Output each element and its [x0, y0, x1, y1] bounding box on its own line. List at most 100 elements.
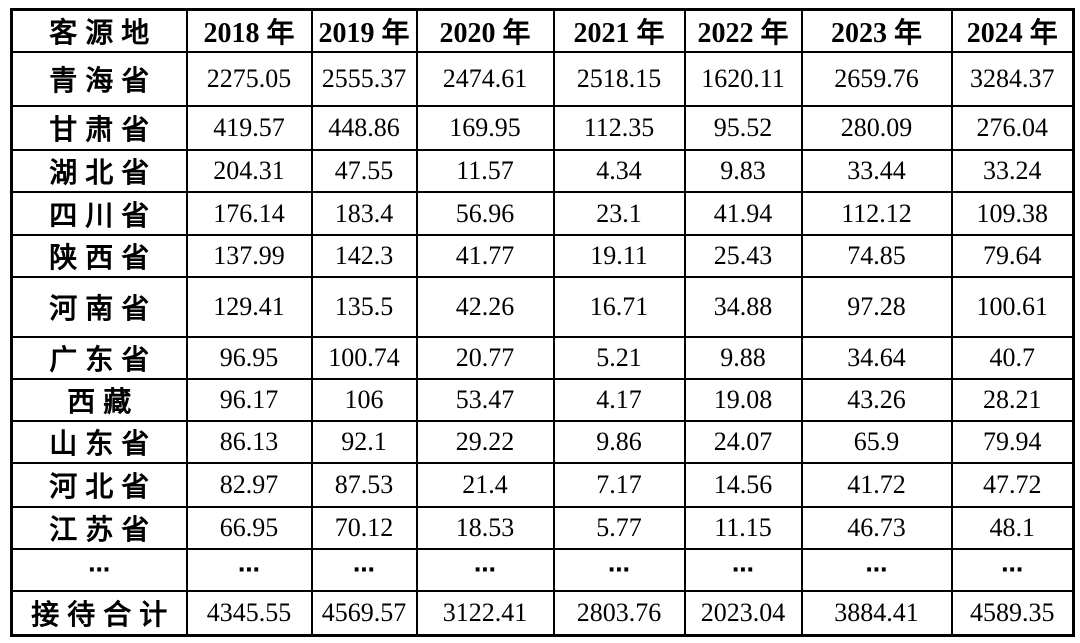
- value-cell: 11.15: [683, 506, 803, 550]
- value-cell: 97.28: [800, 276, 953, 338]
- value-cell: 448.86: [310, 105, 418, 151]
- table-row: 江苏省 66.95 70.12 18.53 5.77 11.15 46.73 48.1: [10, 506, 1075, 550]
- value-cell: 2275.05: [185, 51, 313, 107]
- value-cell: 204.31: [185, 149, 313, 193]
- value-cell: 33.44: [800, 149, 953, 193]
- table-row: 西藏 96.17 106 53.47 4.17 19.08 43.26 28.21: [10, 378, 1075, 422]
- value-cell: 135.5: [310, 276, 418, 338]
- ellipsis-cell: ⋯: [310, 548, 418, 592]
- ellipsis-cell: ⋯: [185, 548, 313, 592]
- table-row: 陕西省 137.99 142.3 41.77 19.11 25.43 74.85 79.64: [10, 234, 1075, 278]
- value-cell: 79.94: [950, 420, 1075, 464]
- table-row: 广东省 96.95 100.74 20.77 5.21 9.88 34.64 40.7: [10, 336, 1075, 380]
- value-cell: 19.11: [552, 234, 686, 278]
- value-cell: 3284.37: [950, 51, 1075, 107]
- table-row: 山东省 86.13 92.1 29.22 9.86 24.07 65.9 79.94: [10, 420, 1075, 464]
- value-cell: 3884.41: [800, 590, 953, 636]
- value-cell: 1620.11: [683, 51, 803, 107]
- value-cell: 4.17: [552, 378, 686, 422]
- value-cell: 2803.76: [552, 590, 686, 636]
- value-cell: 142.3: [310, 234, 418, 278]
- value-cell: 95.52: [683, 105, 803, 151]
- row-label: 江苏省: [10, 506, 188, 550]
- value-cell: 47.72: [950, 462, 1075, 508]
- value-cell: 96.95: [185, 336, 313, 380]
- value-cell: 16.71: [552, 276, 686, 338]
- value-cell: 2659.76: [800, 51, 953, 107]
- value-cell: 24.07: [683, 420, 803, 464]
- value-cell: 43.26: [800, 378, 953, 422]
- value-cell: 92.1: [310, 420, 418, 464]
- value-cell: 112.12: [800, 191, 953, 236]
- value-cell: 137.99: [185, 234, 313, 278]
- value-cell: 33.24: [950, 149, 1075, 193]
- value-cell: 129.41: [185, 276, 313, 338]
- ellipsis-cell: ⋯: [415, 548, 555, 592]
- ellipsis-cell: ⋯: [552, 548, 686, 592]
- value-cell: 87.53: [310, 462, 418, 508]
- row-label: 河北省: [10, 462, 188, 508]
- column-header-year: 2018 年: [185, 8, 313, 53]
- value-cell: 100.61: [950, 276, 1075, 338]
- value-cell: 21.4: [415, 462, 555, 508]
- table-row: 青海省 2275.05 2555.37 2474.61 2518.15 1620.11 26…: [10, 51, 1075, 107]
- row-label: 甘肃省: [10, 105, 188, 151]
- ellipsis-cell: ⋯: [950, 548, 1075, 592]
- value-cell: 5.77: [552, 506, 686, 550]
- value-cell: 41.94: [683, 191, 803, 236]
- value-cell: 276.04: [950, 105, 1075, 151]
- value-cell: 96.17: [185, 378, 313, 422]
- row-label: 四川省: [10, 191, 188, 236]
- value-cell: 86.13: [185, 420, 313, 464]
- value-cell: 2518.15: [552, 51, 686, 107]
- value-cell: 2023.04: [683, 590, 803, 636]
- value-cell: 9.86: [552, 420, 686, 464]
- ellipsis-cell: ⋯: [800, 548, 953, 592]
- column-header-year: 2022 年: [683, 8, 803, 53]
- value-cell: 29.22: [415, 420, 555, 464]
- value-cell: 2555.37: [310, 51, 418, 107]
- value-cell: 34.88: [683, 276, 803, 338]
- column-header-year: 2023 年: [800, 8, 953, 53]
- value-cell: 11.57: [415, 149, 555, 193]
- value-cell: 18.53: [415, 506, 555, 550]
- value-cell: 34.64: [800, 336, 953, 380]
- value-cell: 46.73: [800, 506, 953, 550]
- value-cell: 19.08: [683, 378, 803, 422]
- value-cell: 183.4: [310, 191, 418, 236]
- column-header-origin: 客源地: [10, 8, 188, 53]
- row-label: 西藏: [10, 378, 188, 422]
- row-label: 广东省: [10, 336, 188, 380]
- table-row: 湖北省 204.31 47.55 11.57 4.34 9.83 33.44 33.24: [10, 149, 1075, 193]
- totals-row: 接待合计 4345.55 4569.57 3122.41 2803.76 2023.04 3…: [10, 590, 1075, 636]
- value-cell: 112.35: [552, 105, 686, 151]
- value-cell: 82.97: [185, 462, 313, 508]
- column-header-year: 2021 年: [552, 8, 686, 53]
- value-cell: 4589.35: [950, 590, 1075, 636]
- value-cell: 65.9: [800, 420, 953, 464]
- column-header-year: 2020 年: [415, 8, 555, 53]
- value-cell: 79.64: [950, 234, 1075, 278]
- table-row: 河北省 82.97 87.53 21.4 7.17 14.56 41.72 47.72: [10, 462, 1075, 508]
- value-cell: 41.77: [415, 234, 555, 278]
- value-cell: 48.1: [950, 506, 1075, 550]
- value-cell: 20.77: [415, 336, 555, 380]
- value-cell: 169.95: [415, 105, 555, 151]
- value-cell: 25.43: [683, 234, 803, 278]
- row-label: 河南省: [10, 276, 188, 338]
- ellipsis-label: ⋯: [10, 548, 188, 592]
- ellipsis-row: ⋯ ⋯ ⋯ ⋯ ⋯ ⋯ ⋯ ⋯: [10, 548, 1075, 592]
- value-cell: 4569.57: [310, 590, 418, 636]
- value-cell: 100.74: [310, 336, 418, 380]
- value-cell: 9.83: [683, 149, 803, 193]
- value-cell: 14.56: [683, 462, 803, 508]
- totals-label: 接待合计: [10, 590, 188, 636]
- value-cell: 66.95: [185, 506, 313, 550]
- column-header-year: 2024 年: [950, 8, 1075, 53]
- column-header-year: 2019 年: [310, 8, 418, 53]
- value-cell: 40.7: [950, 336, 1075, 380]
- value-cell: 42.26: [415, 276, 555, 338]
